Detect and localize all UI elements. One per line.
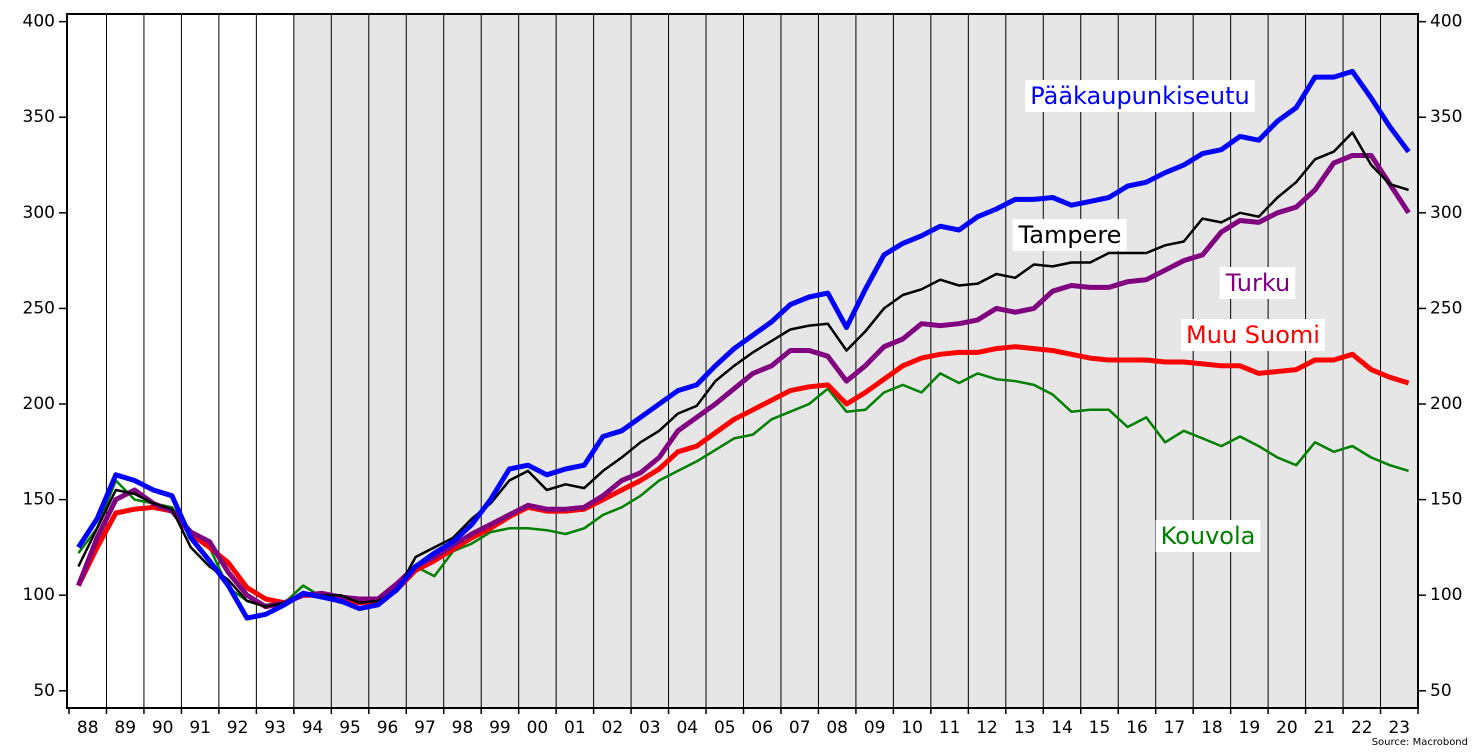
y2-tick-label: 200	[1430, 394, 1462, 414]
series-line	[76, 68, 1411, 621]
x-tick-label: 21	[1313, 718, 1335, 738]
plot-frame	[66, 13, 1419, 709]
series-label: Kouvola	[1161, 522, 1256, 550]
x-tick-label: 11	[939, 718, 961, 738]
x-tick-label: 23	[1388, 718, 1410, 738]
x-tick-label: 02	[602, 718, 624, 738]
y2-tick-label: 400	[1430, 12, 1462, 32]
x-tick-label: 14	[1051, 718, 1073, 738]
x-tick-label: 20	[1276, 718, 1298, 738]
x-tick-label: 17	[1164, 718, 1186, 738]
y-tick-label: 200	[23, 394, 55, 414]
y-tick-label: 300	[23, 203, 55, 223]
x-tick-label: 05	[714, 718, 736, 738]
x-tick-label: 12	[976, 718, 998, 738]
series-label-box	[1025, 80, 1255, 112]
series-label-box	[1219, 267, 1296, 299]
x-tick-label: 09	[864, 718, 886, 738]
x-tick-label: 88	[77, 718, 99, 738]
x-tick-label: 94	[302, 718, 324, 738]
y2-tick-label: 350	[1430, 107, 1462, 127]
x-tick-label: 97	[414, 718, 436, 738]
series-label: Pääkaupunkiseutu	[1030, 82, 1250, 110]
x-tick-label: 06	[751, 718, 773, 738]
x-tick-label: 08	[826, 718, 848, 738]
x-tick-label: 22	[1351, 718, 1373, 738]
series-label: Tampere	[1018, 221, 1122, 249]
x-tick-label: 91	[189, 718, 211, 738]
y2-tick-label: 100	[1430, 585, 1462, 605]
y-tick-label: 150	[23, 490, 55, 510]
x-tick-label: 07	[789, 718, 811, 738]
y-tick-label: 50	[33, 681, 55, 701]
x-tick-label: 04	[676, 718, 698, 738]
x-tick-label: 10	[901, 718, 923, 738]
series-label-box	[1181, 319, 1325, 351]
x-tick-label: 18	[1201, 718, 1223, 738]
y-tick-label: 100	[23, 585, 55, 605]
x-tick-label: 89	[114, 718, 136, 738]
series-label-box	[1155, 520, 1261, 552]
y-tick-label: 250	[23, 298, 55, 318]
x-tick-label: 00	[527, 718, 549, 738]
series-label: Turku	[1225, 269, 1290, 297]
x-tick-label: 90	[152, 718, 174, 738]
y-tick-label: 350	[23, 107, 55, 127]
x-tick-label: 98	[452, 718, 474, 738]
source: Source: Macrobond	[1372, 737, 1468, 748]
series-line	[77, 372, 1409, 607]
x-tick-label: 03	[639, 718, 661, 738]
x-tick-label: 19	[1239, 718, 1261, 738]
y2-tick-label: 250	[1430, 298, 1462, 318]
x-tick-label: 92	[227, 718, 249, 738]
x-tick-label: 15	[1089, 718, 1111, 738]
x-tick-label: 01	[564, 718, 586, 738]
x-tick-label: 99	[489, 718, 511, 738]
series-label-box	[1012, 219, 1127, 251]
x-tick-label: 93	[264, 718, 286, 738]
series-label: Muu Suomi	[1186, 321, 1320, 349]
y2-tick-label: 300	[1430, 203, 1462, 223]
x-tick-label: 96	[377, 718, 399, 738]
y-tick-label: 400	[23, 12, 55, 32]
x-tick-label: 95	[339, 718, 361, 738]
x-tick-label: 13	[1014, 718, 1036, 738]
y2-tick-label: 150	[1430, 490, 1462, 510]
x-tick-label: 16	[1126, 718, 1148, 738]
y2-tick-label: 50	[1430, 681, 1452, 701]
